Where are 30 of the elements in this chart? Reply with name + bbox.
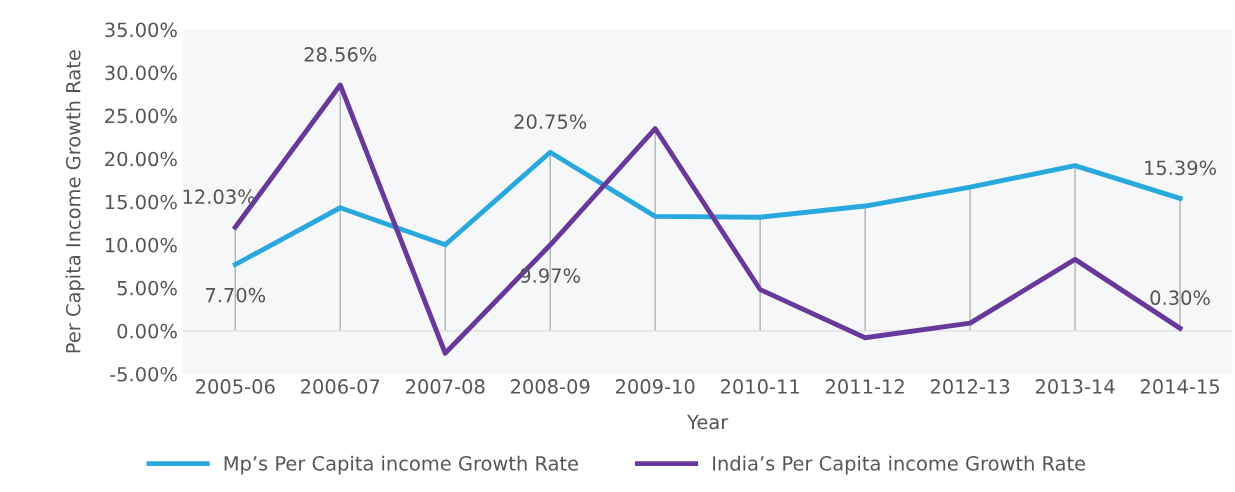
x-tick-label: 2006-07	[301, 379, 380, 394]
y-tick-label: 5.00%	[117, 280, 177, 296]
x-tick-label: 2014-15	[1140, 379, 1219, 394]
data-label: 15.39%	[1145, 160, 1217, 176]
data-label: 20.75%	[514, 114, 587, 129]
x-tick-label: 2007-08	[406, 379, 485, 394]
x-tick-label: 2013-14	[1035, 379, 1115, 394]
x-tick-label: 2011-12	[825, 379, 904, 394]
y-tick-label: 10.00%	[105, 237, 177, 253]
y-tick-label: 30.00%	[105, 65, 177, 81]
y-tick-label: 15.00%	[105, 194, 177, 210]
x-tick-label: 2008-09	[511, 379, 590, 394]
data-label: 0.30%	[1150, 290, 1210, 306]
legend-label: Mp’s Per Capita income Growth Rate	[224, 455, 579, 475]
y-axis-title: Per Capita Income Growth Rate	[65, 50, 85, 353]
y-tick-label: 35.00%	[105, 22, 177, 38]
data-label: 7.70%	[205, 287, 266, 303]
x-tick-label: 2010-11	[720, 379, 799, 394]
x-axis-title: Year	[687, 414, 729, 430]
y-tick-label: 0.00%	[117, 323, 177, 339]
y-tick-label: -5.00%	[110, 366, 177, 382]
x-tick-label: 2009-10	[615, 379, 695, 394]
data-label: 28.56%	[304, 47, 377, 62]
x-tick-label: 2012-13	[930, 379, 1010, 394]
y-tick-label: 20.00%	[105, 151, 177, 167]
data-label: 9.97%	[520, 268, 580, 283]
x-tick-label: 2005-06	[196, 379, 275, 394]
legend-label: India’s Per Capita income Growth Rate	[713, 455, 1086, 475]
y-tick-label: 25.00%	[105, 108, 177, 124]
data-label: 12.03%	[183, 189, 255, 205]
